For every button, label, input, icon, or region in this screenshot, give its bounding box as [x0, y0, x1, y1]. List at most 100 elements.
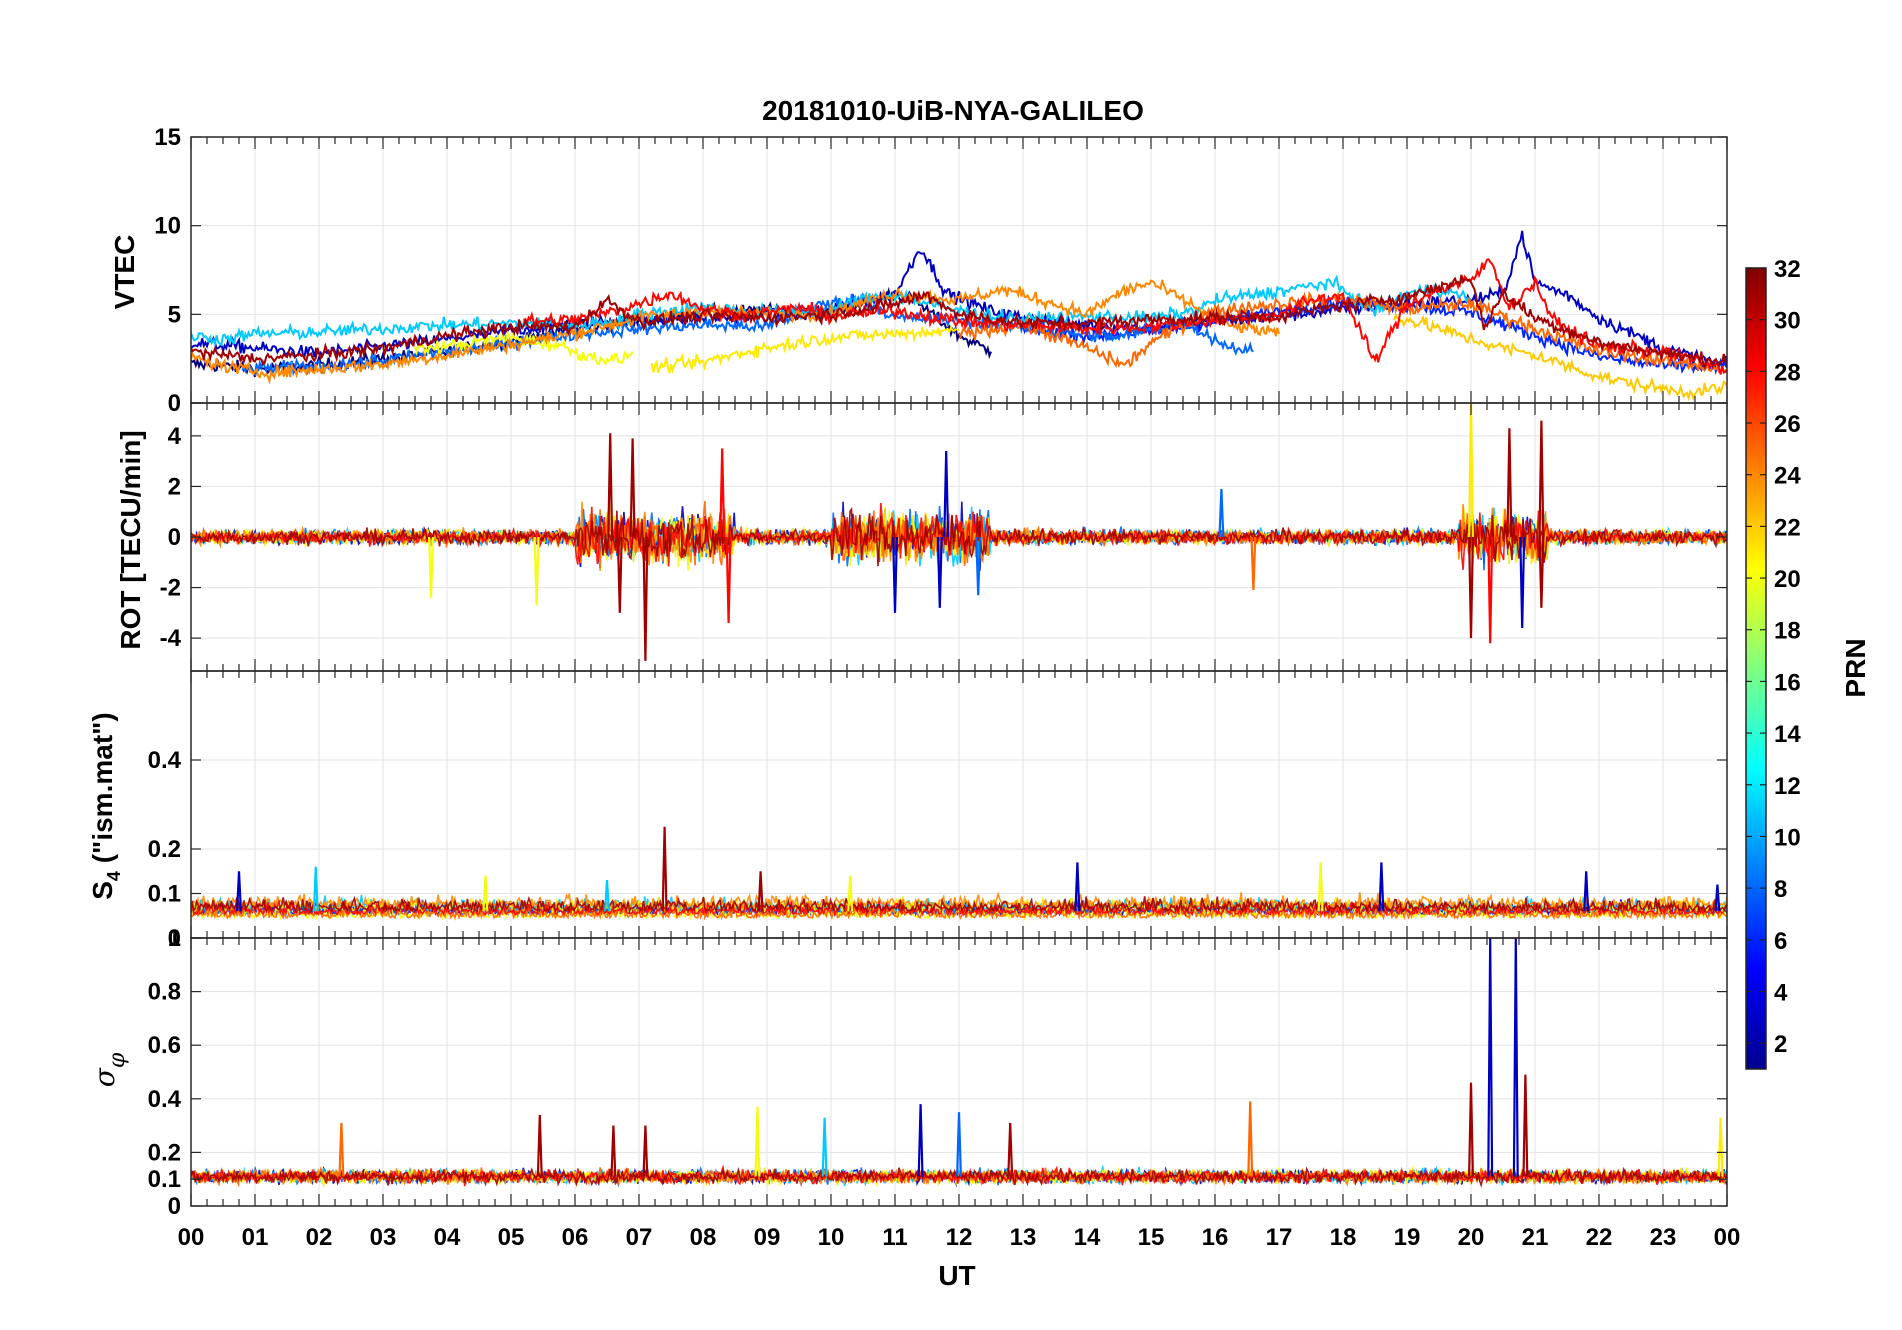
y-tick-label: 0.2 — [148, 836, 181, 863]
spike-prn-8 — [956, 1112, 962, 1177]
spike-prn-28 — [725, 536, 732, 624]
spike-prn-31 — [1538, 536, 1545, 608]
spike-prn-3 — [1714, 884, 1721, 912]
spike-prn-3 — [1519, 536, 1526, 629]
colorbar-tick-label: 24 — [1774, 463, 1801, 490]
colorbar-label: PRN — [1840, 638, 1871, 697]
panel-rot: -4 -2 0 2 4 — [160, 402, 1728, 672]
y-tick-label: 5 — [168, 301, 181, 328]
spike-prn-3 — [1583, 871, 1590, 912]
spike-prn-21 — [1717, 1117, 1724, 1177]
spike-prn-31 — [536, 1114, 543, 1177]
y-tick-label: -4 — [160, 625, 182, 652]
colorbar-gradient — [1745, 267, 1767, 1070]
spike-prn-3 — [236, 871, 242, 912]
spike-prn-31 — [757, 871, 764, 912]
series-line-prn-22 — [1393, 312, 1727, 402]
y-tick-label: 0.2 — [148, 1139, 181, 1166]
x-tick-label: 23 — [1650, 1224, 1677, 1251]
colorbar-tick-label: 22 — [1774, 514, 1801, 541]
spike-prn-11 — [821, 1117, 828, 1177]
x-tick-label: 01 — [242, 1224, 269, 1251]
trace-prn-31 — [191, 1166, 1727, 1188]
spike-prn-20 — [482, 875, 489, 912]
panels: 051015-4-202400.10.20.400.10.20.40.60.81… — [148, 124, 1741, 1251]
trace-prn-28 — [191, 899, 1727, 918]
spike-prn-25 — [338, 1122, 345, 1177]
y-tick-label: -2 — [160, 575, 181, 602]
x-tick-label: 20 — [1458, 1224, 1485, 1251]
x-tick-label: 04 — [434, 1224, 461, 1251]
spike-prn-3 — [917, 1104, 924, 1177]
data-rot — [191, 403, 1727, 661]
x-tick-label: 17 — [1266, 1224, 1293, 1251]
x-tick-label: 11 — [882, 1224, 907, 1251]
x-tick-label: 19 — [1394, 1224, 1421, 1251]
spike-prn-31 — [642, 1125, 649, 1177]
colorbar-tick-label: 10 — [1774, 824, 1801, 851]
spike-prn-31 — [1007, 1122, 1014, 1177]
spike-prn-3 — [1074, 862, 1081, 912]
data-vtec — [191, 230, 1727, 402]
colorbar-tick-label: 8 — [1774, 876, 1787, 903]
spike-prn-20 — [428, 536, 434, 598]
spike-prn-3 — [1487, 938, 1494, 1177]
series-line-prn-3 — [191, 230, 1727, 368]
y-tick-label: 0.4 — [148, 747, 182, 774]
rot-ylabel: ROT [TECU/min] — [115, 430, 146, 649]
x-tick-label: 06 — [562, 1224, 589, 1251]
x-tick-label: 05 — [498, 1224, 525, 1251]
x-tick-label: 22 — [1586, 1224, 1613, 1251]
sigma-phi-ylabel: σφ — [88, 1052, 130, 1087]
series-line-prn-24 — [191, 279, 1280, 385]
series-line-prn-21 — [650, 325, 960, 374]
spike-prn-20 — [533, 536, 540, 606]
y-tick-label: 0 — [168, 524, 181, 551]
x-tick-label: 13 — [1010, 1224, 1037, 1251]
spike-prn-25 — [1247, 1101, 1254, 1177]
spike-prn-3 — [1512, 938, 1519, 1177]
y-tick-label: 0.6 — [148, 1032, 181, 1059]
spike-prn-20 — [754, 1106, 761, 1177]
x-tick-label: 12 — [946, 1224, 973, 1251]
data-sigma_phi — [191, 938, 1727, 1188]
vtec-ylabel: VTEC — [109, 235, 140, 310]
x-tick-label: 21 — [1522, 1224, 1549, 1251]
colorbar-tick-label: 14 — [1774, 721, 1801, 748]
spike-prn-31 — [616, 536, 623, 613]
spike-prn-31 — [607, 433, 614, 538]
series-line-prn-28 — [523, 258, 1727, 375]
trace-prn-31 — [191, 895, 1727, 914]
spike-prn-3 — [943, 450, 950, 538]
spike-prn-31 — [629, 438, 636, 538]
x-axis-label: UT — [938, 1260, 975, 1291]
colorbar-tick-label: 32 — [1774, 256, 1801, 283]
series-line-prn-31 — [191, 274, 1727, 370]
spike-prn-3 — [892, 536, 898, 613]
colorbar-tick-label: 4 — [1774, 979, 1788, 1006]
x-tick-label: 02 — [306, 1224, 333, 1251]
spike-prn-31 — [610, 1125, 617, 1177]
series-line-prn-20 — [414, 329, 634, 367]
spike-prn-31 — [642, 536, 649, 661]
colorbar-tick-label: 20 — [1774, 566, 1801, 593]
x-tick-label: 15 — [1138, 1224, 1165, 1251]
spike-prn-31 — [1522, 1074, 1529, 1177]
chart-title: 20181010-UiB-NYA-GALILEO — [762, 95, 1144, 126]
y-tick-label: 2 — [168, 473, 181, 500]
y-tick-label: 0 — [168, 390, 181, 417]
s4-ylabel: S4 ("ism.mat") — [87, 712, 124, 900]
spike-prn-11 — [604, 880, 610, 912]
spike-prn-28 — [719, 448, 726, 538]
spike-prn-3 — [1378, 862, 1385, 912]
spike-prn-20 — [1317, 862, 1324, 912]
x-tick-label: 14 — [1074, 1224, 1101, 1251]
x-tick-label: 10 — [818, 1224, 845, 1251]
x-tick-label: 00 — [178, 1224, 205, 1251]
panel-s4: 0 0.1 0.2 0.4 — [148, 670, 1728, 952]
data-s4 — [191, 826, 1727, 922]
x-tick-label: 08 — [690, 1224, 717, 1251]
spike-prn-21 — [1468, 403, 1474, 538]
